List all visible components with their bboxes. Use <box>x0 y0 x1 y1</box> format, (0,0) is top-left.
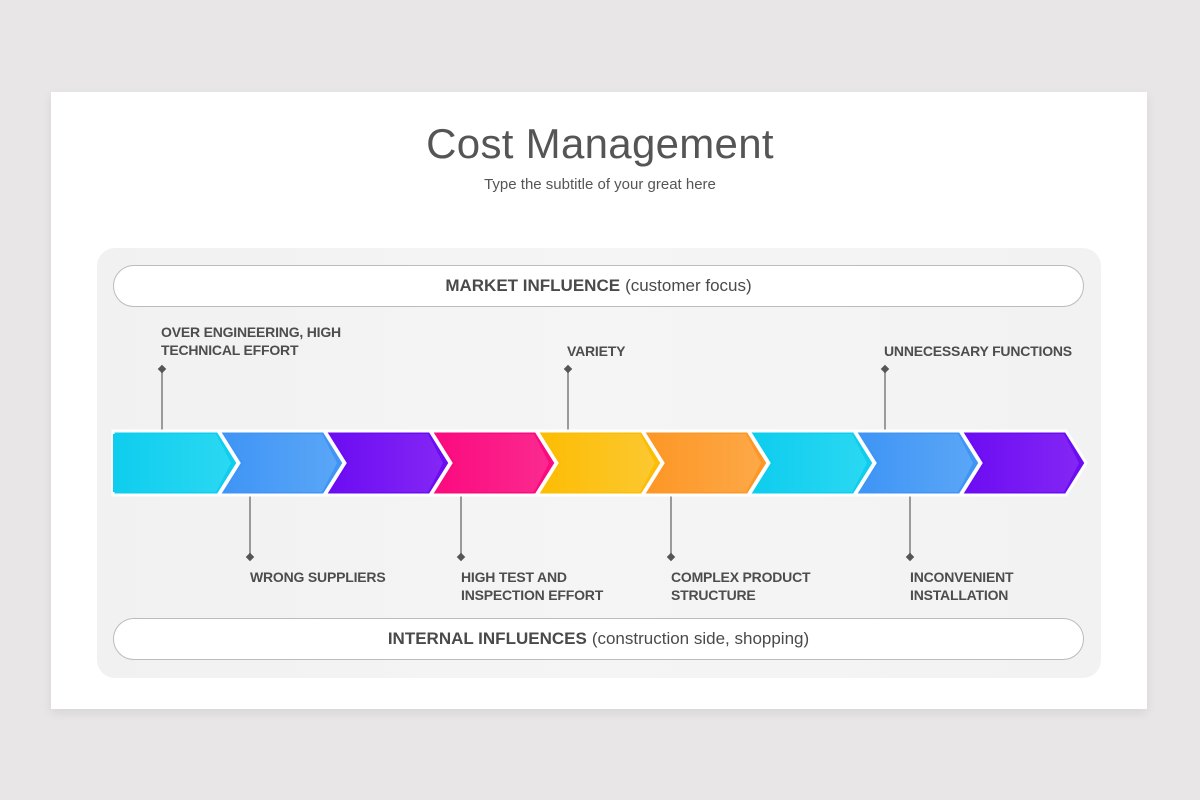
label-wrong-suppliers: WRONG SUPPLIERS <box>250 568 386 586</box>
internal-influences-band: INTERNAL INFLUENCES (construction side, … <box>113 618 1084 660</box>
label-line: TECHNICAL EFFORT <box>161 342 299 358</box>
label-line: INCONVENIENT <box>910 569 1014 585</box>
market-influence-note: (customer focus) <box>625 276 752 295</box>
market-influence-band: MARKET INFLUENCE (customer focus) <box>113 265 1084 307</box>
market-influence-heading: MARKET INFLUENCE <box>445 276 621 295</box>
label-line: INSPECTION EFFORT <box>461 587 604 603</box>
label-line: WRONG SUPPLIERS <box>250 569 386 585</box>
label-line: VARIETY <box>567 343 626 359</box>
label-over-engineering: OVER ENGINEERING, HIGH TECHNICAL EFFORT <box>161 323 341 359</box>
label-high-test: HIGH TEST AND INSPECTION EFFORT <box>461 568 603 604</box>
label-line: COMPLEX PRODUCT <box>671 569 811 585</box>
label-complex-product: COMPLEX PRODUCT STRUCTURE <box>671 568 811 604</box>
label-line: OVER ENGINEERING, HIGH <box>161 324 341 340</box>
connector-line <box>249 495 251 557</box>
connector-line <box>161 369 163 431</box>
label-line: INSTALLATION <box>910 587 1009 603</box>
label-variety: VARIETY <box>567 342 625 360</box>
label-inconvenient-installation: INCONVENIENT INSTALLATION <box>910 568 1014 604</box>
internal-influences-heading: INTERNAL INFLUENCES <box>387 629 587 648</box>
slide-subtitle: Type the subtitle of your great here <box>484 176 716 193</box>
internal-influences-note: (construction side, shopping) <box>591 629 810 648</box>
label-line: UNNECESSARY FUNCTIONS <box>884 343 1072 359</box>
connector-line <box>909 495 911 557</box>
diagram-panel <box>97 248 1101 678</box>
connector-line <box>670 495 672 557</box>
connector-line <box>460 495 462 557</box>
slide-title: Cost Management <box>426 120 774 167</box>
label-line: HIGH TEST AND <box>461 569 567 585</box>
label-line: STRUCTURE <box>671 587 756 603</box>
connector-line <box>567 369 569 431</box>
connector-line <box>884 369 886 431</box>
label-unnecessary-functions: UNNECESSARY FUNCTIONS <box>884 342 1072 360</box>
